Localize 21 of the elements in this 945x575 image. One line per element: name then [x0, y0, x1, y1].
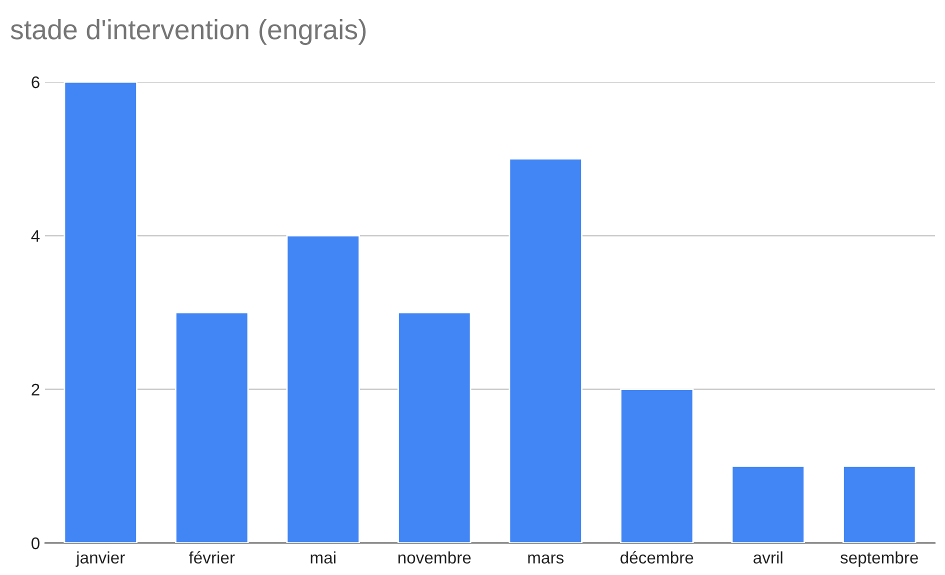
- chart-title: stade d'intervention (engrais): [10, 19, 366, 45]
- bar: [731, 465, 805, 543]
- x-tick-label: décembre: [620, 551, 694, 564]
- bar: [620, 388, 694, 543]
- bar: [842, 465, 916, 543]
- x-tick-label: janvier: [76, 551, 125, 567]
- x-tick-label: septembre: [840, 551, 918, 567]
- bar: [508, 158, 582, 543]
- x-tick-label: novembre: [398, 551, 471, 564]
- bar: [398, 312, 472, 543]
- x-tick-label: avril: [754, 551, 782, 564]
- y-tick-label: 4: [31, 230, 40, 242]
- bar: [175, 312, 249, 543]
- y-tick-label: 6: [32, 76, 40, 88]
- y-tick-label: 0: [32, 537, 40, 550]
- y-tick-label: 2: [32, 384, 40, 396]
- x-tick-label: mars: [528, 554, 564, 564]
- x-tick-label: mai: [310, 551, 336, 564]
- bar: [64, 82, 138, 543]
- bar: [286, 234, 360, 543]
- x-tick-label: février: [188, 551, 235, 564]
